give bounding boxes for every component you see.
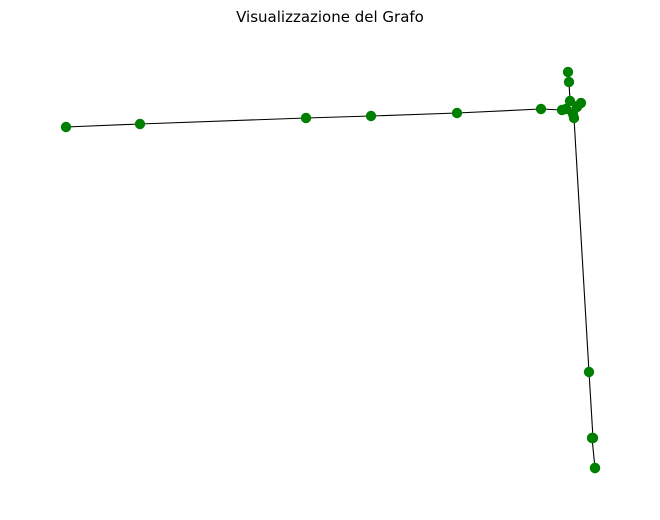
- graph-edge-n2-n3: [305, 115, 372, 119]
- graph-edge-n15-n16: [588, 371, 594, 439]
- graph-node-n5: [535, 103, 547, 115]
- graph-node-n14: [568, 112, 580, 124]
- graph-edge-n1-n2: [139, 117, 307, 125]
- graph-node-n19: [589, 462, 601, 474]
- graph-node-n3: [365, 110, 377, 122]
- graph-node-n2: [300, 112, 312, 124]
- graph-node-n15: [583, 366, 595, 378]
- graph-edge-n4-n5: [456, 108, 542, 114]
- graph-node-n4: [451, 107, 463, 119]
- graph-edge-n0-n1: [65, 123, 141, 128]
- graph-node-n9: [564, 95, 576, 107]
- graph-edge-n14-n15: [573, 117, 590, 373]
- edges-layer: [65, 71, 596, 469]
- graph-node-n7: [563, 76, 575, 88]
- graph-node-n0: [60, 121, 72, 133]
- nodes-layer: [60, 66, 601, 474]
- figure-title: Visualizzazione del Grafo: [236, 8, 424, 26]
- graph-node-n1: [134, 118, 146, 130]
- graph-edge-n3-n4: [370, 112, 458, 117]
- graph-node-n6: [562, 66, 574, 78]
- graph-node-n17: [586, 432, 598, 444]
